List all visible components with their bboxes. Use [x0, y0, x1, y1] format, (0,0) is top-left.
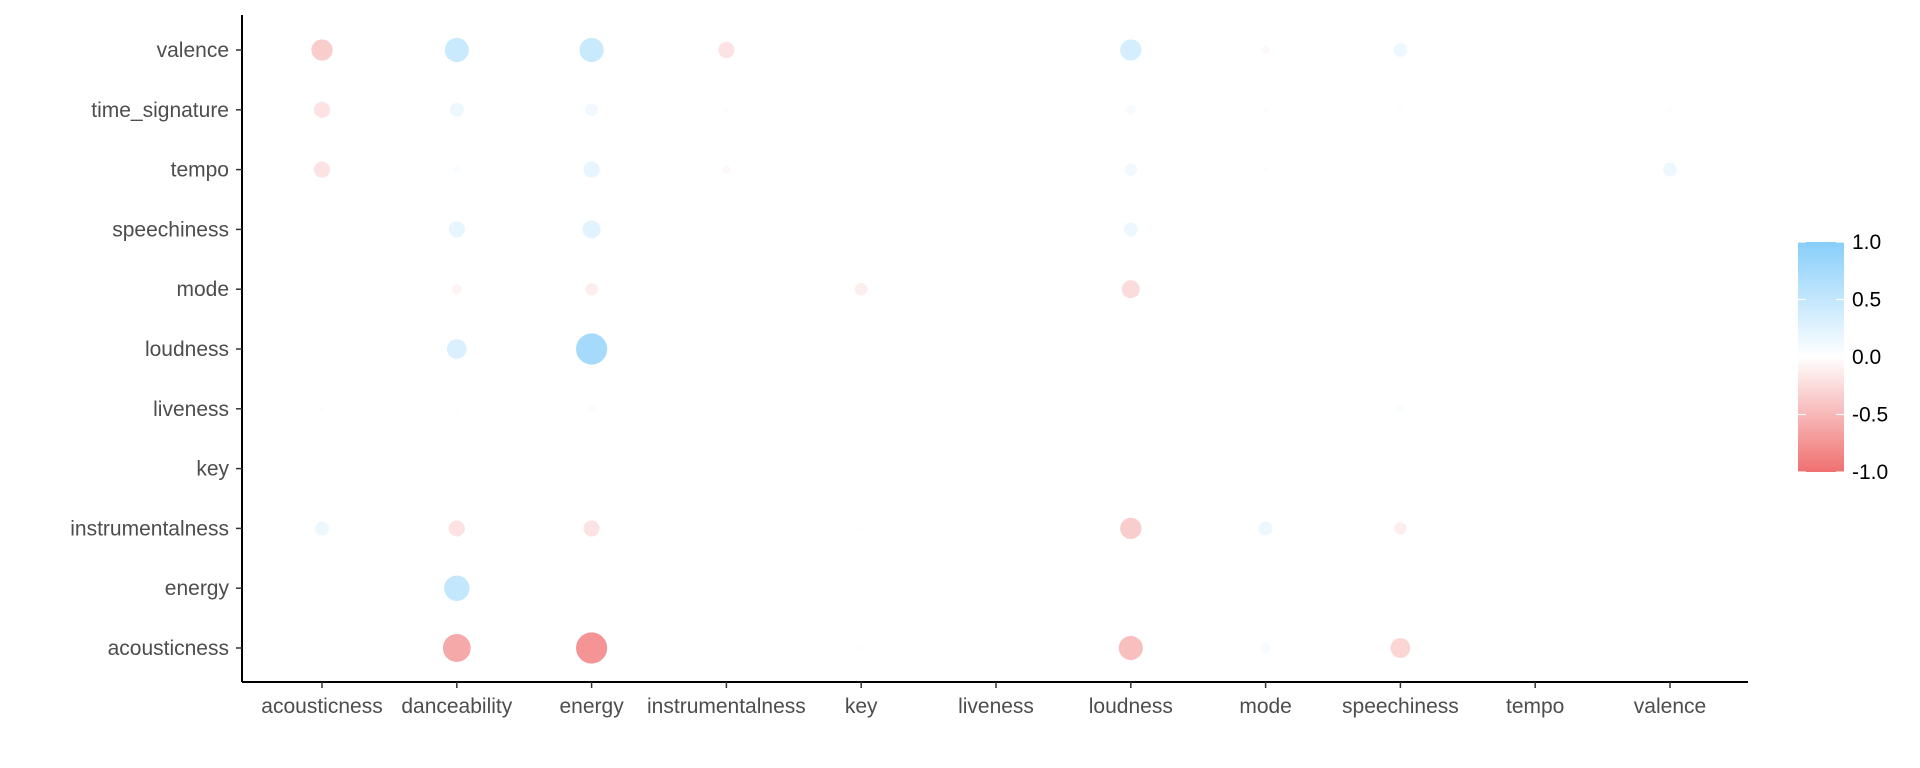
bubble-loudness-danceability: [446, 339, 467, 359]
x-tick-label-key: key: [845, 695, 878, 718]
bubble-valence-key: [858, 47, 864, 53]
bubble-time_signature-danceability: [449, 102, 464, 117]
x-tick-label-acousticness: acousticness: [261, 695, 382, 718]
x-tick-label-energy: energy: [559, 695, 624, 718]
bubble-tempo-acousticness: [313, 161, 331, 178]
y-tick-label-key: key: [196, 458, 229, 481]
bubble-acousticness-speechiness: [1390, 638, 1411, 658]
bubble-speechiness-loudness: [1123, 222, 1138, 237]
bubble-valence-mode: [1261, 45, 1270, 55]
y-tick-label-valence: valence: [157, 39, 229, 62]
bubble-time_signature-speechiness: [1397, 107, 1403, 113]
bubble-tempo-loudness: [1124, 163, 1138, 176]
bubble-instrumentalness-loudness: [1120, 517, 1142, 540]
y-tick-label-energy: energy: [165, 577, 230, 600]
bubble-tempo-speechiness: [1397, 167, 1403, 173]
bubble-energy-danceability: [444, 575, 470, 601]
bubble-speechiness-danceability: [448, 221, 465, 238]
bubble-loudness-energy: [576, 333, 608, 365]
bubble-liveness-energy: [587, 404, 596, 413]
legend-tick-label: 0.5: [1852, 289, 1881, 312]
bubble-key-energy: [589, 466, 594, 471]
bubble-instrumentalness-mode: [1258, 521, 1273, 536]
y-tick-label-time_signature: time_signature: [91, 99, 229, 122]
bubble-time_signature-acousticness: [313, 101, 331, 118]
bubble-acousticness-danceability: [442, 634, 471, 662]
bubble-loudness-key: [859, 347, 863, 351]
bubble-acousticness-loudness: [1118, 635, 1143, 661]
x-tick-label-speechiness: speechiness: [1342, 695, 1459, 718]
bubble-instrumentalness-speechiness: [1394, 522, 1407, 535]
bubble-instrumentalness-key: [858, 525, 864, 531]
legend-tick-label: -1.0: [1852, 461, 1888, 484]
bubble-mode-energy: [585, 282, 598, 296]
bubble-valence-liveness: [993, 47, 999, 53]
x-tick-label-valence: valence: [1634, 695, 1706, 718]
bubble-speechiness-key: [858, 226, 864, 232]
plot-area: [311, 37, 1677, 664]
bubble-key-danceability: [455, 466, 459, 471]
bubble-instrumentalness-acousticness: [315, 521, 329, 536]
x-tick-label-mode: mode: [1239, 695, 1292, 718]
bubble-acousticness-key: [858, 645, 864, 651]
bubble-valence-instrumentalness: [718, 41, 735, 59]
y-tick-label-tempo: tempo: [171, 159, 229, 182]
x-tick-label-instrumentalness: instrumentalness: [647, 695, 806, 718]
y-tick-label-instrumentalness: instrumentalness: [70, 517, 229, 540]
x-axis: acousticness danceability energy instrument…: [242, 681, 1748, 718]
bubble-liveness-loudness: [1128, 406, 1134, 412]
bubble-instrumentalness-energy: [583, 520, 600, 537]
y-tick-label-loudness: loudness: [145, 338, 229, 361]
bubble-valence-acousticness: [311, 39, 333, 61]
bubble-time_signature-tempo: [1533, 108, 1537, 112]
bubble-liveness-acousticness: [319, 406, 325, 412]
legend-tick-label: -0.5: [1852, 404, 1888, 427]
bubble-valence-energy: [579, 37, 604, 63]
x-tick-label-loudness: loudness: [1089, 695, 1173, 718]
bubble-mode-loudness: [1121, 280, 1140, 299]
bubble-time_signature-mode: [1263, 107, 1269, 113]
bubble-tempo-danceability: [452, 165, 461, 174]
bubble-mode-key: [854, 282, 868, 296]
bubble-acousticness-mode: [1260, 642, 1271, 654]
bubble-instrumentalness-danceability: [448, 520, 465, 537]
bubble-time_signature-energy: [585, 103, 598, 117]
y-tick-label-mode: mode: [176, 278, 229, 301]
bubble-valence-danceability: [444, 37, 469, 63]
color-legend: 1.0 0.5 0.0 -0.5 -1.0: [1798, 231, 1888, 484]
bubble-mode-danceability: [451, 284, 462, 295]
bubble-valence-loudness: [1120, 39, 1142, 61]
bubble-time_signature-loudness: [1125, 104, 1136, 115]
bubble-speechiness-energy: [582, 220, 601, 239]
y-tick-label-speechiness: speechiness: [112, 218, 229, 241]
bubble-tempo-energy: [583, 161, 600, 178]
bubble-acousticness-energy: [576, 632, 608, 664]
y-axis: acousticness energy instrumentalness key liv…: [70, 15, 243, 682]
legend-tick-label: 1.0: [1852, 231, 1881, 254]
y-tick-label-liveness: liveness: [153, 398, 229, 421]
x-tick-label-danceability: danceability: [401, 695, 512, 718]
legend-tick-label: 0.0: [1852, 346, 1881, 369]
bubble-tempo-mode: [1263, 167, 1269, 173]
x-tick-label-liveness: liveness: [958, 695, 1034, 718]
bubble-tempo-instrumentalness: [722, 165, 731, 174]
x-tick-label-tempo: tempo: [1506, 695, 1564, 718]
bubble-time_signature-instrumentalness: [723, 107, 729, 113]
bubble-time_signature-valence: [1666, 106, 1674, 113]
bubble-tempo-valence: [1663, 162, 1677, 177]
bubble-valence-speechiness: [1393, 43, 1408, 57]
bubble-liveness-danceability: [454, 406, 460, 412]
y-tick-label-acousticness: acousticness: [108, 637, 229, 660]
bubble-liveness-speechiness: [1396, 404, 1405, 413]
